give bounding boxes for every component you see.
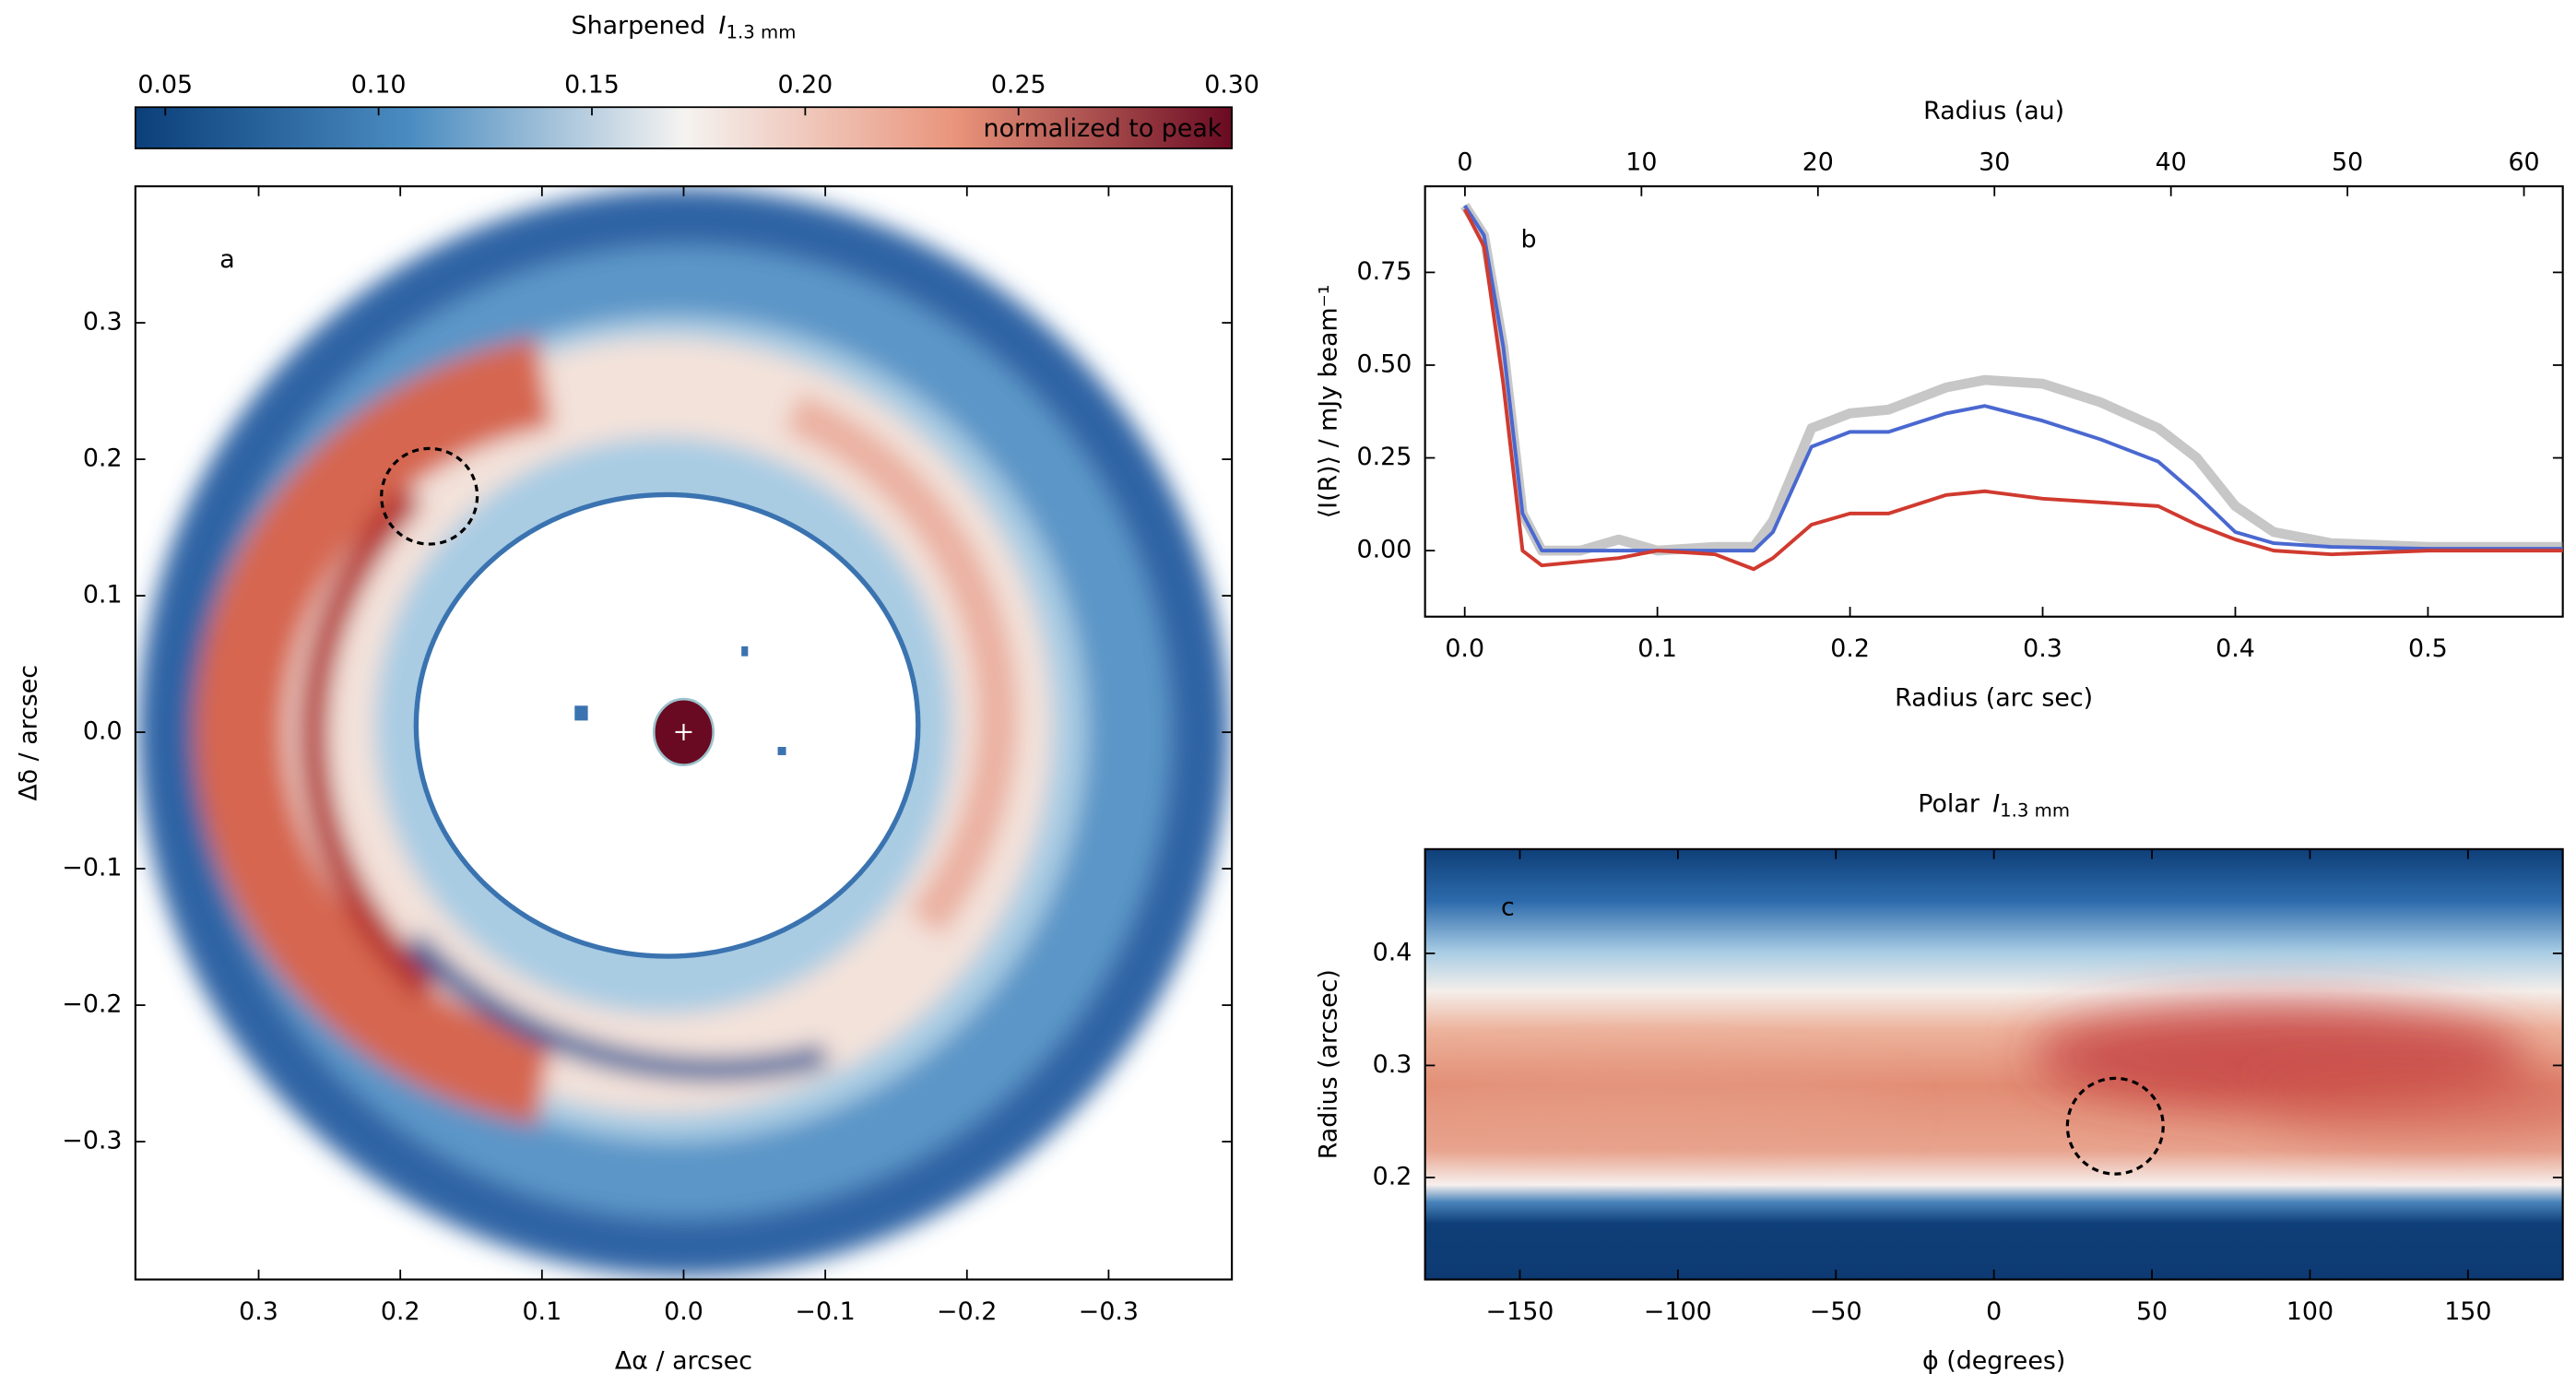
y-tick-label: 0.4 — [1373, 938, 1412, 966]
colorbar-note: normalized to peak — [984, 114, 1223, 143]
ring-image — [138, 187, 1229, 1276]
title-subscript: 1.3 mm — [2000, 799, 2070, 821]
x2-tick-label: 20 — [1802, 148, 1834, 177]
title-symbol: I — [719, 11, 727, 40]
title-symbol: I — [1992, 789, 2000, 818]
x-tick-label: 0.5 — [2408, 634, 2448, 663]
x-axis-label: Δα / arcsec — [615, 1346, 752, 1375]
x-tick-label: 100 — [2286, 1297, 2334, 1326]
x-tick-label: −100 — [1644, 1297, 1712, 1326]
x2-tick-label: 60 — [2508, 148, 2539, 177]
y-axis-label: Radius (arcsec) — [1314, 969, 1342, 1159]
x-tick-label: −0.1 — [796, 1297, 856, 1326]
x2-tick-label: 50 — [2332, 148, 2363, 177]
y-tick-label: 0.25 — [1357, 443, 1412, 471]
title-text: Sharpened — [572, 11, 706, 40]
x2-tick-label: 30 — [1979, 148, 2010, 177]
polar-image — [1424, 848, 2563, 1280]
colorbar-tick-label: 0.25 — [991, 70, 1046, 99]
x-tick-label: 50 — [2136, 1297, 2168, 1326]
x2-tick-label: 0 — [1457, 148, 1472, 177]
x-tick-label: 0.1 — [1637, 634, 1677, 663]
y-tick-label: 0.1 — [83, 581, 123, 610]
x-tick-label: 0.3 — [239, 1297, 278, 1326]
y-tick-label: −0.2 — [62, 990, 122, 1019]
chart-title: Sharpened I1.3 mm — [572, 11, 797, 42]
x-axis-label: ϕ (degrees) — [1922, 1346, 2065, 1375]
y-tick-label: 0.3 — [83, 308, 123, 337]
x-tick-label: 0.1 — [522, 1297, 561, 1326]
series-line — [1460, 203, 2563, 556]
chart-title: Polar I1.3 mm — [1918, 789, 2070, 821]
y-tick-label: 0.2 — [83, 444, 123, 473]
x2-tick-label: 10 — [1625, 148, 1657, 177]
y-tick-label: 0.00 — [1357, 536, 1412, 564]
x-tick-label: 0 — [1986, 1297, 2002, 1326]
x2-tick-label: 40 — [2156, 148, 2187, 177]
colorbar-tick-label: 0.20 — [777, 70, 833, 99]
x-tick-label: 0.0 — [1445, 634, 1484, 663]
panel-label: c — [1501, 894, 1515, 922]
panel-label: a — [219, 245, 234, 274]
y-tick-label: 0.75 — [1357, 257, 1412, 286]
x2-axis-label: Radius (au) — [1923, 97, 2064, 125]
y-tick-label: 0.0 — [83, 717, 123, 746]
colorbar — [134, 106, 1234, 149]
title-subscript: 1.3 mm — [726, 21, 796, 42]
y-tick-label: −0.1 — [62, 854, 122, 882]
x-tick-label: 150 — [2444, 1297, 2491, 1326]
x-tick-label: 0.2 — [1830, 634, 1870, 663]
series-line — [1463, 204, 2563, 553]
y-tick-label: 0.3 — [1373, 1050, 1412, 1079]
x-tick-label: 0.3 — [2023, 634, 2062, 663]
panel-label: b — [1521, 226, 1537, 255]
y-tick-label: −0.3 — [62, 1127, 122, 1155]
series-line — [1462, 208, 2563, 572]
colorbar-tick-label: 0.10 — [351, 70, 407, 99]
colorbar-tick-label: 0.30 — [1204, 70, 1259, 99]
y-axis-label: ⟨I(R)⟩ / mJy beam⁻¹ — [1314, 285, 1342, 519]
colorbar-tick-label: 0.15 — [564, 70, 620, 99]
colorbar-tick-label: 0.05 — [137, 70, 193, 99]
y-tick-label: 0.2 — [1373, 1162, 1412, 1190]
y-tick-label: 0.50 — [1357, 349, 1412, 378]
x-tick-label: −0.3 — [1079, 1297, 1139, 1326]
x-tick-label: −50 — [1810, 1297, 1862, 1326]
title-text: Polar — [1918, 789, 1980, 818]
x-axis-label: Radius (arc sec) — [1895, 684, 2093, 713]
x-tick-label: 0.4 — [2216, 634, 2255, 663]
x-tick-label: 0.2 — [381, 1297, 420, 1326]
y-axis-label: Δδ / arcsec — [15, 665, 43, 801]
x-tick-label: 0.0 — [664, 1297, 703, 1326]
x-tick-label: −150 — [1486, 1297, 1554, 1326]
x-tick-label: −0.2 — [937, 1297, 997, 1326]
